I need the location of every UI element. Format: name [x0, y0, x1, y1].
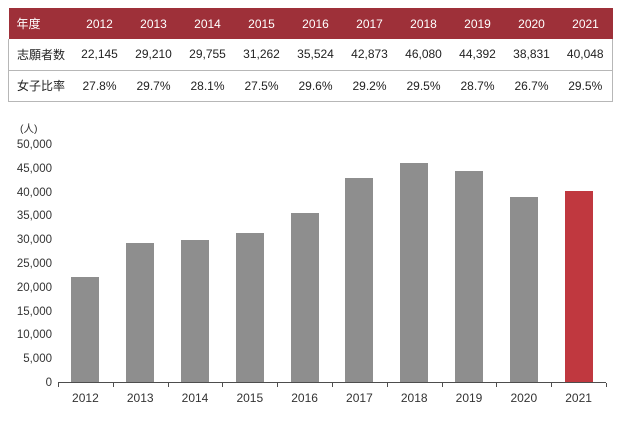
value-cell: 29.5%: [396, 70, 451, 102]
row-label-cell: 女子比率: [8, 70, 73, 102]
value-cell: 28.1%: [180, 70, 235, 102]
y-tick-label: 30,000: [16, 234, 52, 247]
bar-2012: [71, 276, 100, 382]
x-tick-label: 2016: [291, 391, 318, 405]
year-header-cell: 2018: [396, 8, 451, 39]
plot-area: [58, 145, 607, 387]
row-label-cell: 志願者数: [8, 39, 73, 71]
bar-2018: [400, 162, 429, 382]
y-tick-label: 0: [45, 377, 52, 389]
x-tick-label: 2014: [181, 391, 209, 405]
table-header-row: 年度 2012 2013 2014 2015 2016 2017 2018 2019 2020 20…: [8, 8, 613, 39]
bar-2016: [290, 212, 319, 382]
bar-2015: [235, 233, 264, 382]
year-header-cell: 2015: [234, 8, 289, 39]
bar-2014: [181, 240, 209, 382]
value-cell: 46,080: [396, 39, 451, 71]
x-tick-label: 2020: [510, 391, 538, 405]
x-axis-tick: [606, 383, 607, 387]
table-row: 女子比率 27.8% 29.7% 28.1% 27.5% 29.6% 29.2% 29.5% 2…: [8, 70, 613, 102]
year-header-cell: 2016: [288, 8, 343, 39]
x-axis-tick: [496, 383, 498, 387]
value-cell: 29,210: [126, 39, 181, 71]
value-cell: 44,392: [450, 39, 505, 71]
y-tick-label: 45,000: [16, 162, 52, 175]
x-tick-label: 2012: [72, 391, 99, 405]
value-cell: 40,048: [558, 39, 613, 71]
y-tick-label: 5,000: [23, 353, 52, 366]
y-tick-label: 25,000: [16, 258, 52, 270]
value-cell: 27.8%: [72, 70, 127, 102]
year-header-cell: 2020: [504, 8, 559, 39]
value-cell: 35,524: [288, 39, 343, 71]
year-header-cell: 2019: [450, 8, 505, 39]
bar-2019: [455, 170, 483, 382]
x-tick-label: 2015: [236, 391, 264, 405]
value-cell: 29,755: [180, 39, 235, 71]
y-tick-label: 20,000: [16, 281, 52, 294]
x-axis-tick: [441, 383, 443, 387]
value-cell: 42,873: [342, 39, 397, 71]
x-tick-label: 2013: [126, 391, 154, 405]
x-axis-tick: [277, 383, 279, 387]
y-tick-label: 35,000: [16, 210, 52, 223]
value-cell: 29.6%: [288, 70, 343, 102]
x-tick-label: 2017: [346, 391, 373, 405]
applicants-table: 年度 2012 2013 2014 2015 2016 2017 2018 2019 2020 20…: [8, 8, 613, 102]
y-tick-label: 15,000: [16, 305, 52, 318]
x-axis-tick: [332, 383, 333, 387]
applicants-bar-chart: (人) 0 5,000 10,000 15,000 20,000 25,000 30,000…: [0, 115, 621, 421]
x-tick-label: 2019: [455, 391, 483, 405]
bar-2013: [126, 243, 155, 382]
value-cell: 26.7%: [504, 70, 559, 102]
value-cell: 29.5%: [558, 70, 613, 102]
value-cell: 31,262: [234, 39, 289, 71]
table-row: 志願者数 22,145 29,210 29,755 31,262 35,524 42,873…: [8, 39, 613, 71]
x-tick-label: 2018: [400, 391, 428, 405]
bar-2020: [509, 197, 538, 382]
value-cell: 22,145: [72, 39, 127, 71]
x-tick-label: 2021: [565, 391, 592, 405]
x-axis-tick: [386, 383, 388, 387]
x-axis-tick: [222, 383, 224, 387]
value-cell: 28.7%: [450, 70, 505, 102]
y-tick-label: 40,000: [16, 186, 52, 199]
bar-2021: [564, 191, 593, 382]
value-cell: 27.5%: [234, 70, 289, 102]
year-label-cell: 年度: [8, 8, 73, 39]
year-header-cell: 2012: [72, 8, 127, 39]
y-axis-unit-label: (人): [20, 123, 38, 135]
x-axis-tick: [112, 383, 114, 387]
x-axis-tick: [58, 383, 59, 387]
x-axis-tick: [551, 383, 553, 387]
year-header-cell: 2014: [180, 8, 235, 39]
y-tick-label: 10,000: [16, 329, 52, 342]
value-cell: 38,831: [504, 39, 559, 71]
value-cell: 29.2%: [342, 70, 397, 102]
year-header-cell: 2017: [342, 8, 397, 39]
year-header-cell: 2013: [126, 8, 181, 39]
x-axis-tick: [167, 383, 169, 387]
year-header-cell: 2021: [558, 8, 613, 39]
value-cell: 29.7%: [126, 70, 181, 102]
y-tick-label: 50,000: [16, 139, 52, 151]
bar-2017: [345, 177, 374, 382]
